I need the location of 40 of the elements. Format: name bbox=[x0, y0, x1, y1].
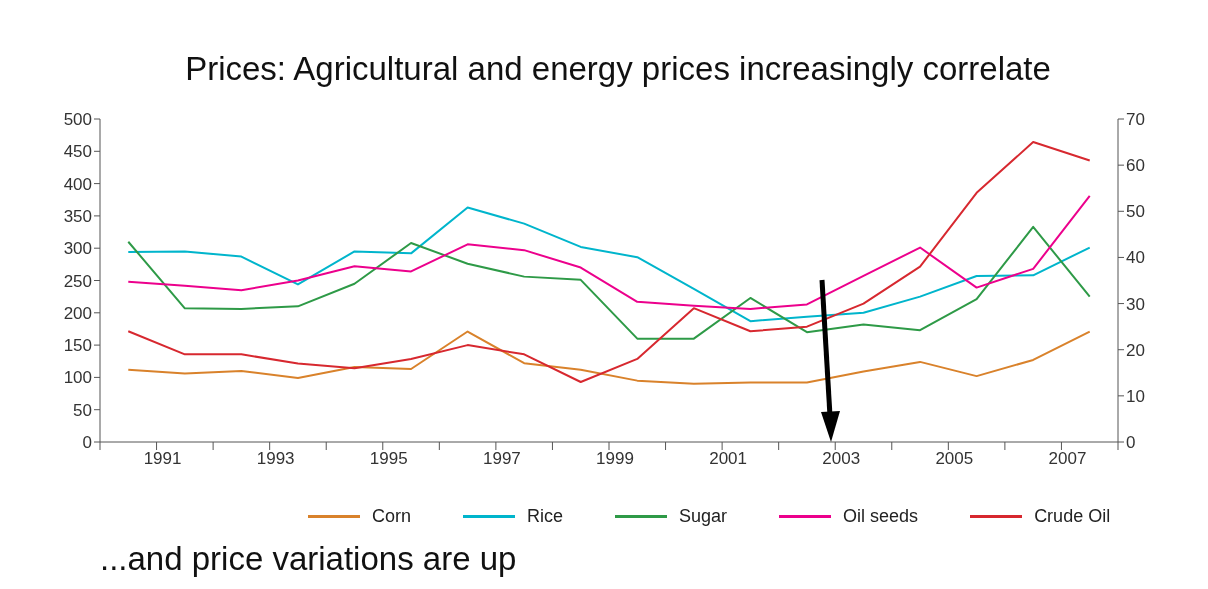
y-tick-label: 0 bbox=[82, 433, 92, 453]
y-tick-label: 300 bbox=[63, 239, 92, 259]
line-series bbox=[127, 206, 1091, 323]
y2-tick-label: 0 bbox=[1126, 433, 1136, 453]
legend-label: Crude Oil bbox=[1034, 506, 1111, 527]
line-series bbox=[127, 225, 1091, 340]
y-tick-label: 250 bbox=[63, 271, 92, 291]
x-tick-label: 2005 bbox=[935, 449, 974, 469]
y2-tick-label: 70 bbox=[1126, 110, 1145, 130]
y-tick-label: 400 bbox=[63, 174, 92, 194]
y2-tick-label: 60 bbox=[1126, 156, 1145, 176]
legend-label: Corn bbox=[372, 506, 412, 527]
y-tick-label: 100 bbox=[63, 368, 92, 388]
x-tick-label: 1995 bbox=[369, 449, 408, 469]
y-tick-label: 450 bbox=[63, 142, 92, 162]
y-tick-label: 50 bbox=[73, 400, 92, 420]
x-tick-label: 2001 bbox=[709, 449, 748, 469]
y-tick-label: 500 bbox=[63, 110, 92, 130]
legend-label: Oil seeds bbox=[843, 506, 919, 527]
x-tick-label: 1993 bbox=[256, 449, 295, 469]
line-series bbox=[127, 141, 1091, 384]
y2-tick-label: 50 bbox=[1126, 202, 1145, 222]
x-tick-label: 2007 bbox=[1048, 449, 1087, 469]
legend-label: Rice bbox=[527, 506, 564, 527]
x-tick-label: 1997 bbox=[482, 449, 521, 469]
chart-title: Prices: Agricultural and energy prices increasingly correlate bbox=[184, 50, 1052, 88]
line-series bbox=[127, 194, 1091, 310]
text: ...and price variations are up bbox=[100, 540, 517, 578]
x-tick-label: 2003 bbox=[822, 449, 861, 469]
legend-label: Sugar bbox=[679, 506, 728, 527]
x-tick-label: 1991 bbox=[143, 449, 182, 469]
y2-tick-label: 40 bbox=[1126, 248, 1145, 268]
y2-tick-label: 20 bbox=[1126, 340, 1145, 360]
y2-tick-label: 30 bbox=[1126, 294, 1145, 314]
y-tick-label: 150 bbox=[63, 336, 92, 356]
y2-tick-label: 10 bbox=[1126, 386, 1145, 406]
y-tick-label: 200 bbox=[63, 303, 92, 323]
x-tick-label: 1999 bbox=[596, 449, 634, 469]
line-series bbox=[127, 330, 1091, 385]
y-tick-label: 350 bbox=[63, 206, 92, 226]
